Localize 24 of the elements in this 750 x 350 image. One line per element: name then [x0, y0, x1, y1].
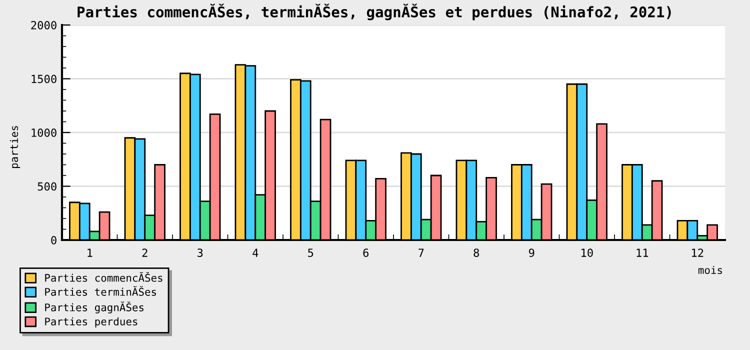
x-axis-title: mois — [698, 266, 722, 274]
x-tick-label: 12 — [692, 248, 704, 257]
legend-label: Parties perdues — [45, 317, 138, 328]
y-tick-label: 2000 — [31, 21, 56, 30]
y-axis-title: parties — [10, 126, 20, 168]
x-tick-label: 6 — [363, 248, 368, 257]
x-tick-label: 10 — [582, 248, 593, 257]
y-tick-label: 1500 — [32, 74, 56, 84]
y-tick-label: 500 — [38, 182, 56, 191]
x-tick-label: 1 — [88, 248, 92, 257]
x-tick-label: 5 — [308, 248, 314, 257]
x-tick-label: 8 — [474, 248, 480, 257]
legend-label: Parties gagnĂŠes — [45, 302, 144, 314]
chart-title: Parties commencĂŠes, terminĂŠes, gagnĂŠes et perdues (Ninafo2, 2021) — [78, 4, 671, 20]
x-tick-label: 11 — [636, 248, 648, 257]
y-tick-label: 0 — [51, 236, 56, 244]
legend-label: Parties terminĂŠes — [45, 286, 156, 296]
x-tick-label: 7 — [418, 248, 424, 257]
x-tick-label: 4 — [252, 248, 258, 257]
x-tick-label: 9 — [528, 248, 534, 257]
x-tick-label: 3 — [198, 248, 203, 257]
y-tick-label: 1000 — [32, 128, 56, 137]
legend-label: Parties commencĂŠes — [45, 272, 162, 282]
x-tick-label: 2 — [142, 248, 148, 257]
